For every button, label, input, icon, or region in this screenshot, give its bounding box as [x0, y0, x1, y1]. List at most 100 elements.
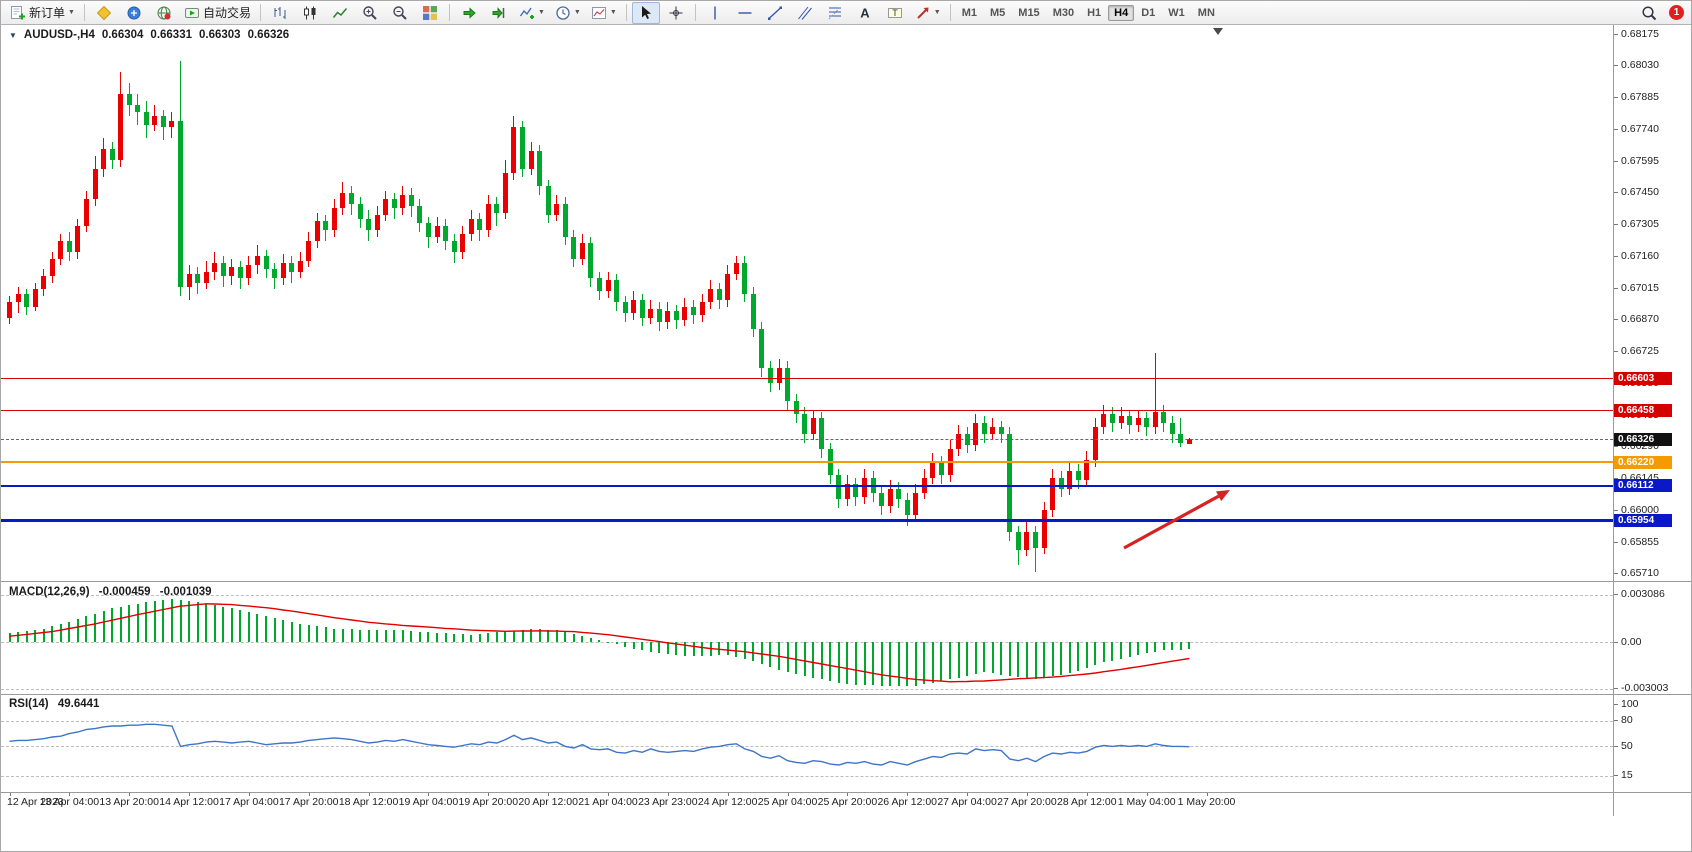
price-level-line[interactable] — [1, 519, 1613, 523]
timeframe-m30-button[interactable]: M30 — [1052, 6, 1075, 19]
pane-separator-macd[interactable] — [1, 581, 1691, 582]
candle-wick — [1180, 418, 1182, 447]
auto-scroll-button[interactable] — [455, 2, 483, 24]
candle-body — [622, 302, 628, 314]
candle-body — [656, 308, 662, 323]
fibonacci-button[interactable] — [821, 2, 849, 24]
macd-histogram-bar — [179, 600, 182, 643]
macd-histogram-bar — [136, 603, 139, 643]
macd-histogram-bar — [1008, 642, 1011, 677]
macd-histogram-bar — [880, 642, 883, 686]
candle-body — [92, 168, 98, 200]
zoom-out-button[interactable] — [386, 2, 414, 24]
macd-histogram-bar — [34, 629, 37, 643]
zoom-in-button[interactable] — [356, 2, 384, 24]
periods-button[interactable]: ▼ — [551, 2, 585, 24]
horizontal-line-button[interactable] — [731, 2, 759, 24]
macd-histogram-bar — [1171, 642, 1174, 650]
chart-shift-marker[interactable] — [1213, 28, 1223, 35]
text-label-button[interactable]: T — [881, 2, 909, 24]
timeframe-h1-button[interactable]: H1 — [1087, 6, 1102, 19]
autotrading-button[interactable]: 自动交易 — [180, 2, 255, 24]
timeframe-h4-button[interactable]: H4 — [1108, 4, 1135, 21]
timeframe-m15-button[interactable]: M15 — [1018, 6, 1040, 19]
candle-body — [904, 499, 910, 515]
cursor-button[interactable] — [631, 1, 660, 24]
candlestick-chart-button[interactable] — [296, 2, 324, 24]
timeframe-m5-button[interactable]: M5 — [990, 6, 1006, 19]
candle-body — [297, 260, 303, 272]
price-axis-tick — [1613, 541, 1618, 543]
crosshair-button[interactable] — [662, 2, 690, 24]
cursor-icon — [638, 5, 654, 21]
time-axis-tick — [368, 792, 370, 796]
chart-canvas[interactable]: 0.68175 0.68030 0.67885 0.67740 0.67595 0.674… — [1, 25, 1691, 851]
price-level-line[interactable] — [1, 409, 1613, 411]
macd-histogram-bar — [658, 642, 661, 654]
time-axis-label: 19 Apr 20:00 — [458, 796, 519, 808]
chart-open-value: 0.66304 — [101, 29, 144, 41]
terminal-button[interactable] — [120, 2, 148, 24]
price-level-line[interactable] — [1, 377, 1613, 379]
time-axis-tick — [428, 792, 430, 796]
macd-histogram-bar — [778, 642, 780, 671]
candle-body — [349, 192, 354, 204]
vertical-line-button[interactable] — [701, 2, 729, 24]
news-button[interactable] — [150, 2, 178, 24]
macd-histogram-bar — [76, 619, 79, 643]
notification-badge[interactable]: 1 — [1669, 5, 1684, 20]
candle-body — [49, 258, 55, 277]
toolbar-separator — [694, 4, 696, 21]
timeframe-d1-button[interactable]: D1 — [1141, 6, 1156, 19]
price-axis-tick — [1613, 33, 1618, 35]
text-button[interactable]: A — [851, 2, 879, 24]
macd-histogram-bar — [239, 610, 242, 643]
indicators-button[interactable]: ▼ — [515, 2, 549, 24]
price-axis-label: 0.67885 — [1621, 91, 1659, 104]
templates-button[interactable]: ▼ — [587, 2, 621, 24]
new-order-button[interactable]: 新订单 ▼ — [6, 2, 79, 24]
macd-histogram-bar — [769, 642, 772, 668]
timeframe-m1-button[interactable]: M1 — [961, 6, 977, 19]
arrows-button[interactable]: ▼ — [911, 2, 945, 24]
tile-windows-button[interactable] — [416, 2, 444, 24]
rsi-level-line — [1, 720, 1613, 722]
line-chart-button[interactable] — [326, 2, 354, 24]
macd-histogram-bar — [265, 616, 267, 643]
macd-histogram-bar — [538, 628, 541, 643]
rsi-axis-label: 80 — [1621, 714, 1633, 727]
pane-separator-rsi[interactable] — [1, 694, 1691, 695]
candle-body — [425, 223, 431, 237]
timeframe-w1-button[interactable]: W1 — [1168, 6, 1185, 19]
price-level-label: 0.65954 — [1614, 514, 1672, 528]
ohlc-expand-icon[interactable]: ▼ — [9, 30, 17, 40]
trendline-button[interactable] — [761, 2, 789, 24]
macd-histogram-bar — [760, 642, 763, 664]
horizontal-line-icon — [737, 5, 753, 21]
macd-histogram-bar — [1043, 642, 1046, 678]
price-axis-label: 0.65855 — [1621, 535, 1659, 548]
price-level-line[interactable] — [1, 484, 1613, 487]
time-axis-tick — [608, 792, 609, 796]
main-toolbar: 新订单 ▼ 自动交易 — [1, 1, 1691, 25]
macd-histogram-bar — [1094, 642, 1097, 666]
time-axis-tick — [907, 792, 909, 796]
price-level-line[interactable] — [1, 461, 1613, 464]
price-axis-label: 0.66725 — [1621, 345, 1659, 358]
price-axis-label: 0.68175 — [1621, 27, 1659, 40]
macd-histogram-bar — [230, 608, 233, 643]
time-axis-tick — [967, 792, 969, 796]
metaeditor-button[interactable] — [90, 2, 118, 24]
macd-histogram-bar — [376, 630, 379, 643]
timeframe-mn-button[interactable]: MN — [1197, 6, 1215, 19]
search-button[interactable] — [1635, 2, 1663, 24]
chart-render-layer: 0.68175 0.68030 0.67885 0.67740 0.67595 0.674… — [1, 25, 1691, 851]
channel-button[interactable] — [791, 2, 819, 24]
candle-body — [1033, 532, 1038, 548]
bar-chart-button[interactable] — [266, 2, 294, 24]
macd-histogram-bar — [1051, 642, 1054, 677]
macd-histogram-bar — [128, 605, 131, 643]
chart-shift-button[interactable] — [485, 2, 513, 24]
candle-body — [314, 221, 320, 241]
